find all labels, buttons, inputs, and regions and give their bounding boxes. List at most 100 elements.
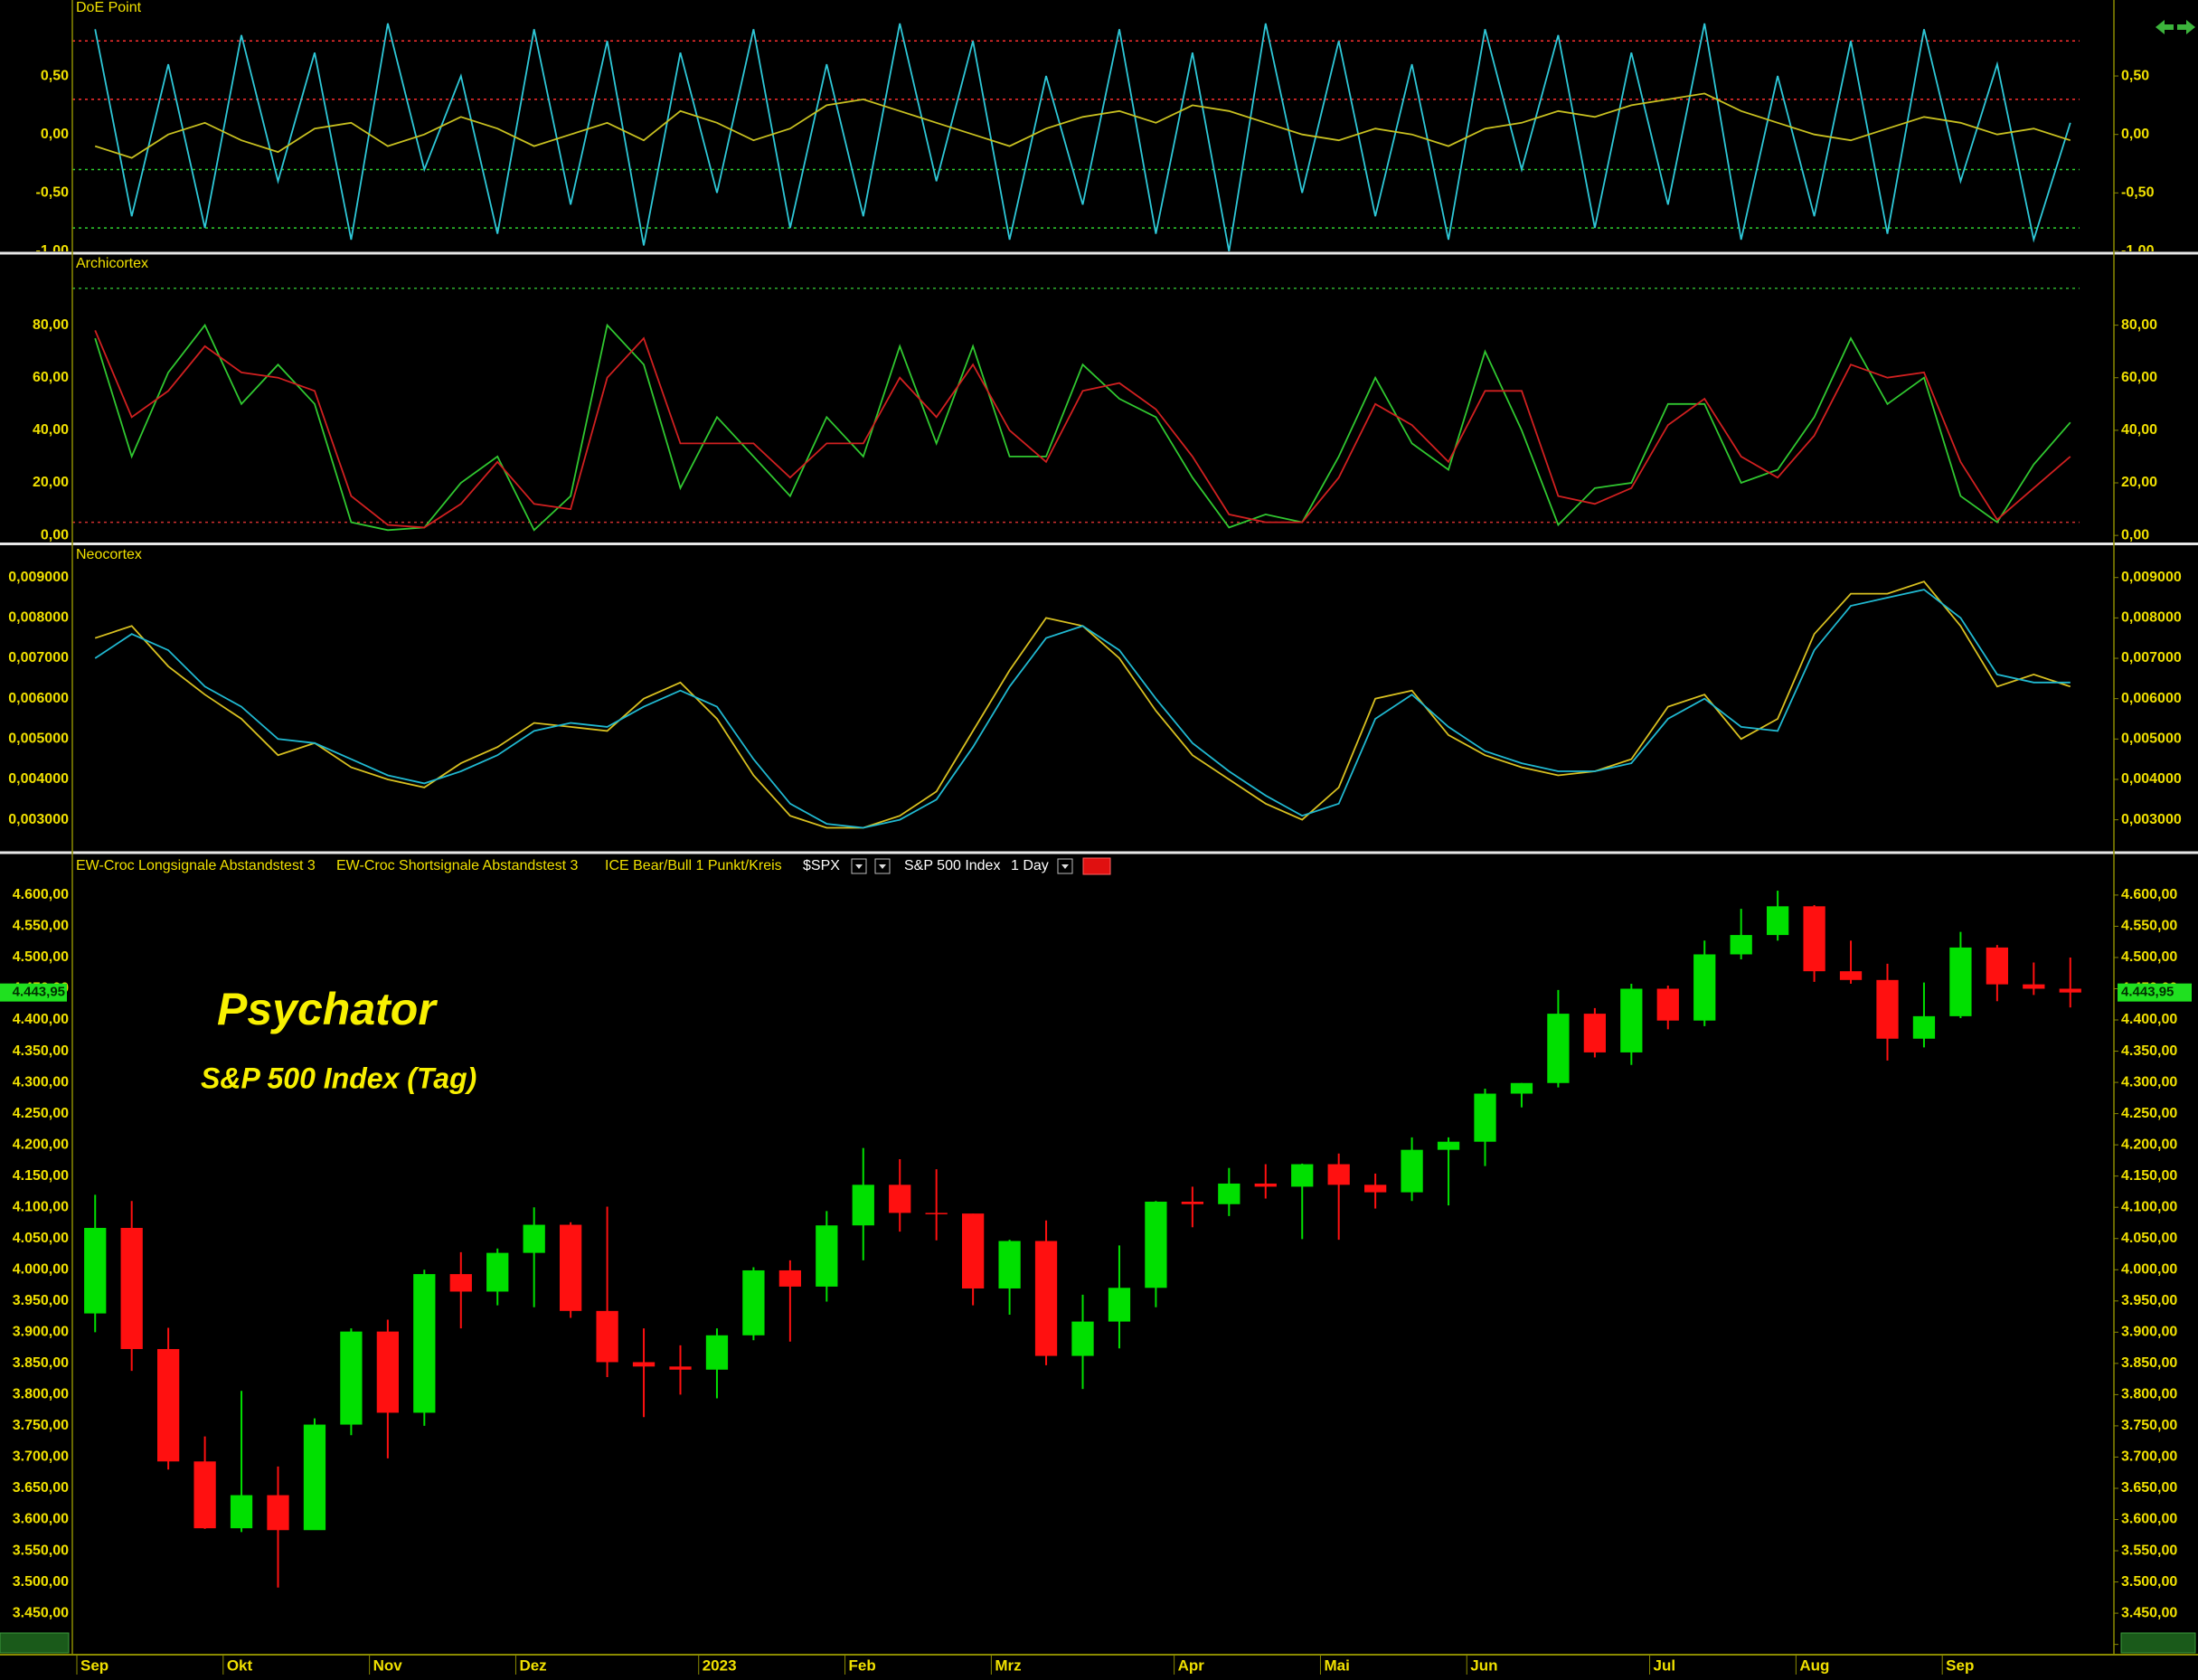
candle-body xyxy=(413,1274,436,1413)
candle-body xyxy=(632,1362,656,1367)
axis-labels: 3.400,003.400,003.450,003.450,003.500,00… xyxy=(0,887,2192,1652)
y-tick-label: 4.300,00 xyxy=(13,1074,69,1090)
chart-title: Psychator xyxy=(217,984,438,1034)
candle-body xyxy=(742,1269,765,1336)
y-tick-label: 4.500,00 xyxy=(2121,949,2177,965)
candle-body xyxy=(1474,1093,1496,1142)
indicator-line xyxy=(94,92,2071,159)
y-tick-label: 3.900,00 xyxy=(2121,1325,2177,1340)
y-tick-label: 0,007000 xyxy=(8,650,69,665)
y-tick-label: 3.500,00 xyxy=(13,1574,69,1590)
y-tick-label: 3.700,00 xyxy=(2121,1449,2177,1465)
sync-icon[interactable] xyxy=(2156,20,2195,34)
candle-body xyxy=(1949,947,1972,1016)
candle-body xyxy=(925,1213,948,1214)
axis-labels: 0,50 0,50 0,00 0,00 -0,50 -0,50 -1,00 -1,00 xyxy=(36,68,2155,259)
candle-body xyxy=(1839,971,1863,980)
candle-body xyxy=(1254,1183,1277,1187)
y-tick-label: 0,006000 xyxy=(8,691,69,706)
y-tick-label: 60,00 xyxy=(2121,370,2157,385)
y-tick-label: 3.700,00 xyxy=(13,1449,69,1465)
indicator-line xyxy=(94,23,2071,251)
y-tick-label: 20,00 xyxy=(33,475,69,490)
axis-labels: 0,003000 0,003000 0,004000 0,004000 0,005000… xyxy=(8,570,2182,827)
y-tick-label: 4.050,00 xyxy=(2121,1231,2177,1246)
y-tick-label: 0,007000 xyxy=(2121,650,2182,665)
y-tick-label: 0,00 xyxy=(41,127,69,142)
y-tick-label: 3.750,00 xyxy=(13,1418,69,1433)
candle-body xyxy=(1730,935,1752,955)
y-tick-label: 4.050,00 xyxy=(13,1231,69,1246)
y-tick-label: 4.550,00 xyxy=(2121,919,2177,934)
y-tick-label: 4.100,00 xyxy=(13,1199,69,1214)
status-indicator[interactable] xyxy=(1082,857,1111,875)
candle-body xyxy=(1034,1241,1058,1356)
candle-body xyxy=(1291,1164,1314,1187)
x-tick-label: Aug xyxy=(1799,1656,1829,1674)
y-tick-label: -0,50 xyxy=(36,185,70,201)
x-tick-label: Jun xyxy=(1470,1656,1497,1674)
y-tick-label: 0,00 xyxy=(41,527,69,543)
symbol-label[interactable]: $SPX xyxy=(803,858,840,873)
candle-body xyxy=(705,1335,729,1370)
y-tick-label: 0,005000 xyxy=(8,731,69,747)
y-tick-label: 0,004000 xyxy=(8,771,69,787)
candle-body xyxy=(340,1331,363,1425)
candle-body xyxy=(157,1348,180,1462)
indicator-label[interactable]: ICE Bear/Bull 1 Punkt/Kreis xyxy=(605,858,782,873)
y-tick-label: 0,009000 xyxy=(2121,570,2182,585)
y-tick-label: 4.350,00 xyxy=(13,1043,69,1059)
y-tick-label: 0,004000 xyxy=(2121,771,2182,787)
indicator-label[interactable]: EW-Croc Shortsignale Abstandstest 3 xyxy=(336,858,578,873)
interval-label[interactable]: 1 Day xyxy=(1011,858,1049,873)
plot-area xyxy=(72,23,2080,251)
y-tick-label: 3.650,00 xyxy=(13,1480,69,1496)
y-tick-label: 3.450,00 xyxy=(2121,1605,2177,1620)
y-tick-label: 3.550,00 xyxy=(2121,1543,2177,1558)
candle-body xyxy=(1583,1014,1606,1052)
panel-title: Archicortex xyxy=(76,256,148,271)
last-price-marker xyxy=(2118,983,2192,1002)
candle-body xyxy=(1401,1149,1423,1193)
y-tick-label: 80,00 xyxy=(33,317,69,333)
x-tick-label: Apr xyxy=(1178,1656,1205,1674)
candle-body xyxy=(2023,984,2045,989)
x-axis-bar xyxy=(0,1655,2198,1680)
y-tick-label: 4.100,00 xyxy=(2121,1199,2177,1214)
y-tick-label: 4.500,00 xyxy=(13,949,69,965)
x-tick-label: Feb xyxy=(849,1656,876,1674)
candle-body xyxy=(1767,906,1789,936)
y-tick-label: 40,00 xyxy=(33,422,69,438)
indicator-line xyxy=(94,589,2071,829)
candle-body xyxy=(669,1366,692,1370)
indicator-label[interactable]: EW-Croc Longsignale Abstandstest 3 xyxy=(76,858,316,873)
candle-body xyxy=(1986,947,2008,985)
y-tick-label: 3.550,00 xyxy=(13,1543,69,1558)
dropdown-arrow xyxy=(879,864,886,869)
candle-body xyxy=(376,1331,399,1413)
candle-body xyxy=(852,1184,874,1226)
y-tick-label: 3.850,00 xyxy=(2121,1355,2177,1371)
candle-body xyxy=(1547,1014,1570,1083)
y-tick-label: 0,50 xyxy=(41,68,69,83)
y-tick-label: -1,00 xyxy=(2121,243,2155,259)
y-tick-label: 4.600,00 xyxy=(2121,887,2177,902)
corner-box xyxy=(2120,1632,2196,1654)
last-price-label: 4.443,95 xyxy=(13,985,65,1000)
y-tick-label: 3.500,00 xyxy=(2121,1574,2177,1590)
y-tick-label: 4.300,00 xyxy=(2121,1074,2177,1090)
candle-body xyxy=(120,1227,143,1349)
chart-subtitle: S&P 500 Index (Tag) xyxy=(201,1062,476,1094)
candle-body xyxy=(486,1252,509,1292)
candle-body xyxy=(1108,1288,1131,1322)
y-tick-label: 0,00 xyxy=(2121,127,2149,142)
candle-body xyxy=(1181,1201,1203,1204)
y-tick-label: 3.800,00 xyxy=(13,1387,69,1402)
x-tick-label: Sep xyxy=(1946,1656,1974,1674)
y-tick-label: 4.400,00 xyxy=(13,1012,69,1027)
candle-body xyxy=(449,1274,472,1292)
corner-box xyxy=(0,1632,70,1654)
last-price-marker xyxy=(0,983,67,1002)
candle-body xyxy=(1071,1321,1094,1356)
plot-area xyxy=(94,580,2071,829)
